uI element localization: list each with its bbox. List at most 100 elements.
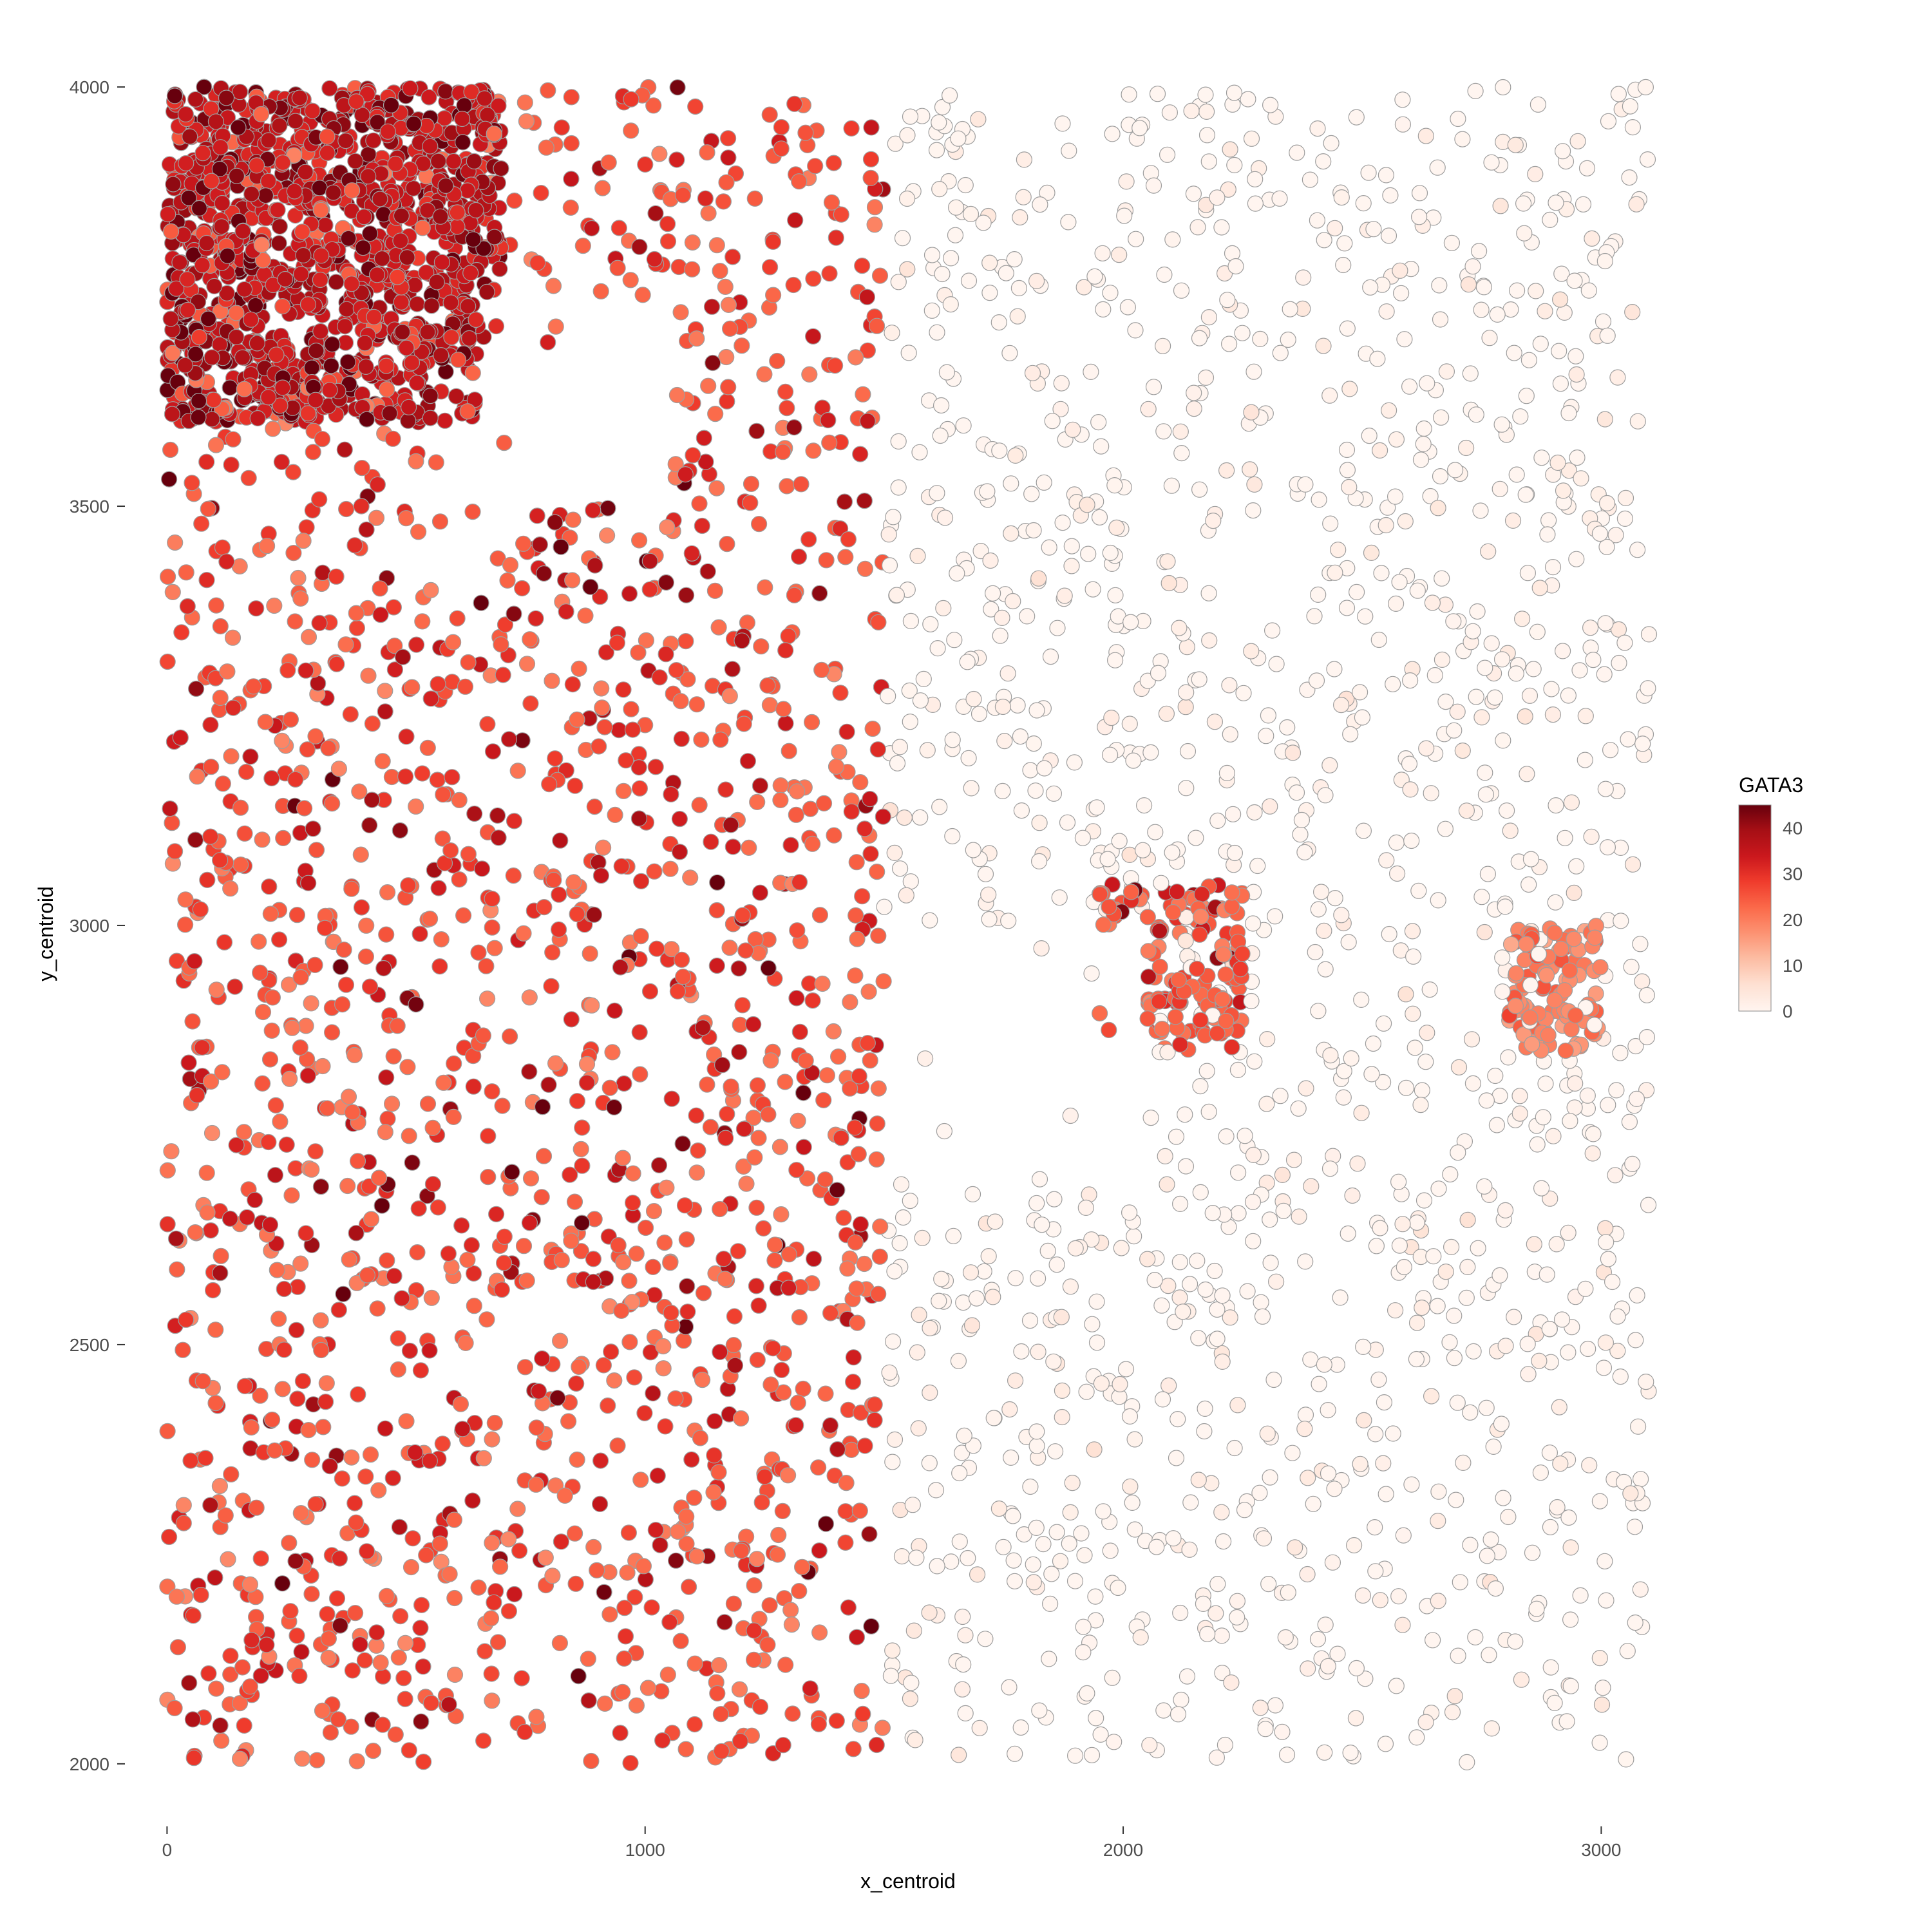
data-point <box>663 1255 678 1271</box>
data-point <box>373 607 388 623</box>
data-point <box>493 637 509 652</box>
data-point <box>773 120 789 135</box>
data-point <box>1198 370 1214 385</box>
data-point <box>829 759 844 774</box>
data-point <box>283 712 298 727</box>
data-point <box>486 126 502 142</box>
data-point <box>822 1417 838 1433</box>
data-point <box>1267 909 1283 924</box>
data-point <box>1065 1475 1080 1491</box>
data-point <box>1049 1524 1065 1540</box>
data-point <box>1512 1106 1528 1121</box>
data-point <box>278 272 293 287</box>
data-point <box>1057 588 1072 603</box>
data-point <box>949 565 965 581</box>
data-point <box>349 620 365 636</box>
data-point <box>1465 259 1481 274</box>
data-point <box>372 581 388 596</box>
data-point <box>801 532 817 547</box>
data-point <box>227 979 243 994</box>
data-point <box>215 776 231 791</box>
data-point <box>517 1724 533 1739</box>
data-point <box>1416 421 1432 437</box>
data-point <box>1550 455 1566 471</box>
data-point <box>361 169 376 184</box>
data-point <box>1085 582 1101 597</box>
data-point <box>719 536 735 552</box>
data-point <box>1289 145 1305 160</box>
data-point <box>289 907 305 923</box>
data-point <box>542 777 557 792</box>
data-point <box>792 875 808 890</box>
data-point <box>1534 450 1549 466</box>
data-point <box>1562 1113 1578 1129</box>
data-point <box>638 1572 653 1587</box>
data-point <box>1068 1748 1083 1763</box>
data-point <box>490 808 506 823</box>
data-point <box>1470 1240 1486 1256</box>
data-point <box>404 1155 420 1170</box>
data-point <box>1327 565 1343 580</box>
data-point <box>1192 482 1208 497</box>
data-point <box>848 350 864 365</box>
data-point <box>1179 781 1194 796</box>
data-point <box>431 880 446 896</box>
data-point <box>913 693 928 708</box>
data-point <box>299 520 314 535</box>
data-point <box>450 219 465 234</box>
data-point <box>900 191 915 207</box>
data-point <box>468 202 484 218</box>
data-point <box>162 1530 177 1545</box>
data-point <box>752 778 768 793</box>
data-point <box>235 350 251 365</box>
data-point <box>1043 1596 1058 1611</box>
data-point <box>377 704 393 719</box>
data-point <box>1450 1395 1465 1410</box>
data-point <box>934 398 949 413</box>
data-point <box>194 516 209 531</box>
data-point <box>1498 1338 1513 1354</box>
data-point <box>1173 1692 1189 1708</box>
data-point <box>553 1534 569 1549</box>
data-point <box>495 1098 510 1113</box>
data-point <box>188 832 204 848</box>
data-point <box>272 219 287 234</box>
data-point <box>939 365 954 380</box>
data-point <box>1237 1128 1253 1144</box>
data-point <box>191 410 206 425</box>
data-point <box>1383 187 1398 203</box>
data-point <box>1368 1426 1383 1442</box>
data-point <box>1146 178 1162 193</box>
data-point <box>1011 280 1027 296</box>
data-point <box>648 1522 663 1538</box>
data-point <box>522 1215 537 1231</box>
data-point <box>1023 762 1038 778</box>
data-point <box>397 1691 413 1707</box>
data-point <box>520 656 535 672</box>
data-point <box>1547 1695 1562 1710</box>
data-point <box>359 1544 375 1559</box>
data-point <box>933 428 948 444</box>
data-point <box>1206 513 1221 529</box>
data-point <box>1498 1202 1513 1218</box>
data-point <box>1170 884 1185 900</box>
data-point <box>169 1589 184 1604</box>
data-point <box>1162 105 1177 120</box>
data-point <box>438 84 453 99</box>
data-point <box>1547 925 1562 941</box>
data-point <box>1361 165 1376 180</box>
data-point <box>1142 1738 1157 1753</box>
data-point <box>875 1720 890 1736</box>
data-point <box>1244 994 1259 1009</box>
data-point <box>1186 385 1202 401</box>
data-point <box>752 885 768 900</box>
data-point <box>491 830 506 846</box>
data-point <box>1392 1238 1407 1253</box>
data-point <box>160 569 176 585</box>
data-point <box>882 1365 897 1380</box>
data-point <box>248 298 263 313</box>
data-point <box>952 1466 967 1481</box>
data-point <box>1549 1236 1564 1252</box>
data-point <box>269 1262 285 1278</box>
data-point <box>1314 884 1329 900</box>
